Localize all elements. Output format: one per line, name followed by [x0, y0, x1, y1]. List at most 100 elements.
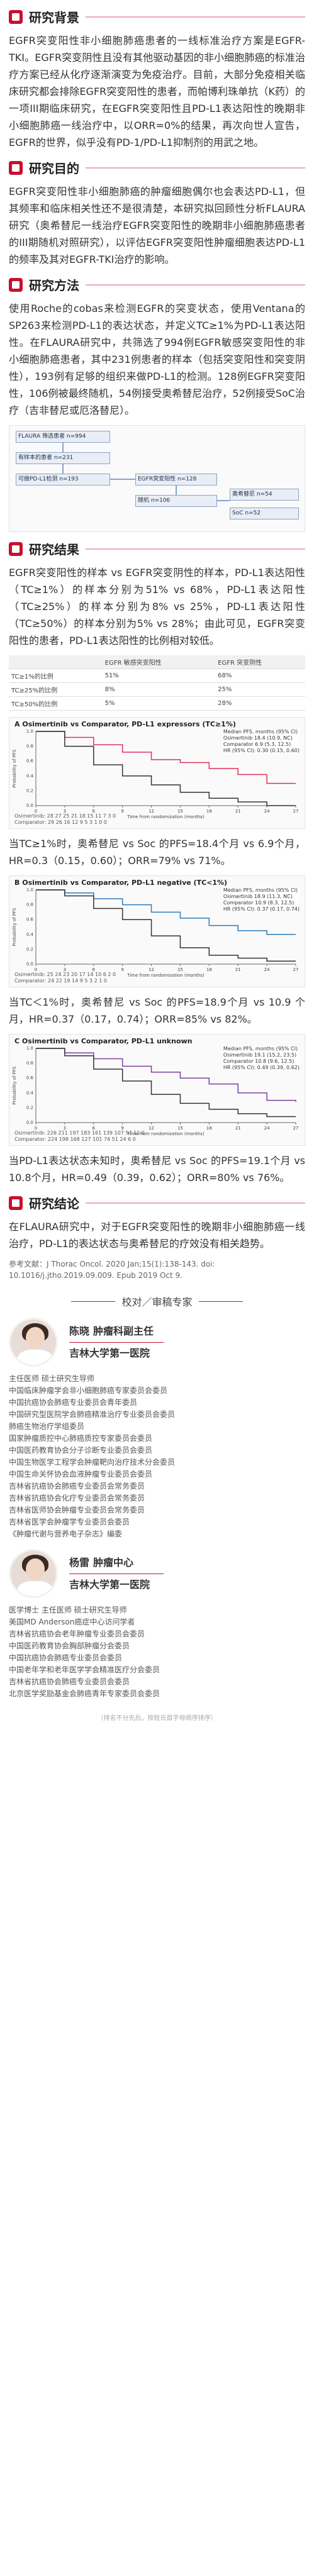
table-header-row: EGFR 敏感突变阳性 EGFR 突变阴性	[9, 655, 305, 669]
table-cell: 5%	[102, 696, 216, 711]
conclusion-text: 在FLAURA研究中，对于EGFR突变阳性的晚期非小细胞肺癌一线治疗，PD-L1…	[9, 1221, 305, 1250]
flow-box: 随机 n=106	[135, 495, 217, 507]
x-tick-label: 12	[149, 809, 154, 814]
section-header: 研究结论	[9, 1194, 305, 1212]
table-header-cell: EGFR 敏感突变阳性	[102, 655, 216, 669]
x-tick-label: 6	[93, 809, 96, 814]
x-tick-label: 0	[35, 967, 37, 972]
y-tick-label: 0.0	[26, 1120, 33, 1125]
x-axis-label: Time from randomization (months)	[126, 814, 205, 819]
y-tick-label: 1.0	[26, 1046, 33, 1051]
section-divider	[86, 548, 305, 550]
name-underline	[69, 1341, 164, 1343]
section-marker-icon	[9, 1196, 23, 1210]
y-tick-label: 0.8	[26, 1061, 33, 1066]
section-divider	[86, 16, 305, 18]
section-marker-icon	[9, 277, 23, 292]
section-marker-icon	[9, 541, 23, 556]
reviewer-card: 陈晓 肿瘤科副主任 吉林大学第一医院	[9, 1318, 305, 1367]
section-title: 研究方法	[29, 278, 79, 293]
risk-table: Osimertinib: 28 27 25 21 18 15 11 7 3 0 …	[14, 813, 116, 825]
flow-box: 有样本的患者 n=231	[16, 452, 110, 464]
y-tick-label: 0.4	[26, 1091, 34, 1096]
flow-box: 可做PD-L1检测 n=193	[16, 474, 110, 486]
x-tick-label: 3	[64, 809, 66, 814]
y-tick-label: 0.2	[26, 1105, 33, 1110]
series-line-comparator	[36, 1048, 296, 1118]
section-purpose: 研究目的 EGFR突变阳性非小细胞肺癌的肿瘤细胞偶尔也会表达PD-L1，但其频率…	[0, 158, 314, 268]
reviewer-name: 陈晓 肿瘤科副主任	[69, 1324, 154, 1337]
section-title: 研究背景	[29, 10, 79, 25]
x-axis-label: Time from randomization (months)	[126, 973, 205, 978]
flow-box: SoC n=52	[230, 508, 299, 519]
chart-legend: Median PFS, months (95% CI) Osimertinib …	[223, 1046, 300, 1071]
table-cell: TC≥25%的比例	[9, 682, 103, 697]
section-marker-icon	[9, 160, 23, 175]
table-row: TC≥50%的比例 5% 28%	[9, 696, 305, 711]
x-tick-label: 24	[264, 1126, 270, 1131]
table-cell: 28%	[215, 696, 305, 711]
section-divider	[86, 167, 305, 169]
reviewer-name: 杨雷 肿瘤中心	[69, 1556, 134, 1568]
section-results: 研究结果 EGFR突变阳性的样本 vs EGFR突变阴性的样本，PD-L1表达阳…	[0, 540, 314, 1186]
y-tick-label: 0.4	[26, 932, 34, 937]
footnote: （排名不分先后，按姓氏首字母顺序排序）	[97, 1715, 217, 1722]
section-header: 研究目的	[9, 158, 305, 177]
flow-box: 奥希替尼 n=54	[230, 489, 299, 501]
x-tick-label: 9	[121, 1126, 123, 1131]
table-cell: 68%	[215, 669, 305, 683]
section-divider	[86, 1202, 305, 1204]
flow-box: EGFR突变阳性 n=128	[135, 474, 217, 486]
x-tick-label: 24	[264, 809, 270, 814]
y-tick-label: 1.0	[26, 887, 33, 892]
series-line-osimertinib	[36, 889, 296, 935]
x-tick-label: 24	[264, 967, 270, 972]
series-line-comparator	[36, 731, 296, 806]
x-tick-label: 15	[177, 809, 183, 814]
avatar	[9, 1549, 58, 1598]
series-line-comparator	[36, 889, 296, 962]
reviewer-affiliation: 吉林大学第一医院	[69, 1578, 150, 1591]
chart-title: A Osimertinib vs Comparator, PD-L1 expre…	[14, 720, 236, 728]
y-axis-label: Probability of PFS	[12, 908, 17, 946]
flow-arrow	[176, 485, 177, 495]
x-tick-label: 3	[64, 967, 66, 972]
x-tick-label: 27	[293, 809, 299, 814]
chart-title: B Osimertinib vs Comparator, PD-L1 negat…	[14, 879, 228, 887]
table-cell: 51%	[102, 669, 216, 683]
reviewer-card: 杨雷 肿瘤中心 吉林大学第一医院	[9, 1549, 305, 1598]
chart-legend: Median PFS, months (95% CI) Osimertinib …	[223, 887, 300, 913]
avatar	[9, 1318, 58, 1367]
x-tick-label: 12	[149, 1126, 154, 1131]
section-title: 研究结果	[29, 542, 79, 557]
y-tick-label: 0.6	[26, 1075, 34, 1080]
x-tick-label: 27	[293, 967, 299, 972]
km-plot-b: 0 3 6 9 12 15 18 21 24 27 0.0 0.2 0.4 0.6 0.8 1.0 Time f…	[12, 887, 299, 978]
series-line-osimertinib	[36, 1048, 296, 1102]
study-flowchart: FLAURA 筛选患者 n=994 有样本的患者 n=231 可做PD-L1检测…	[9, 425, 305, 532]
heading-line	[198, 1301, 243, 1302]
flow-box: FLAURA 筛选患者 n=994	[16, 431, 110, 443]
reviewer-affiliation: 吉林大学第一医院	[69, 1346, 150, 1359]
y-tick-label: 0.8	[26, 902, 33, 908]
x-tick-label: 18	[206, 809, 212, 814]
table-cell: 25%	[215, 682, 305, 697]
reviewer-heading: 校对／审稿专家	[9, 1294, 305, 1309]
background-text: EGFR突变阳性非小细胞肺癌患者的一线标准治疗方案是EGFR-TKI。EGFR突…	[9, 35, 305, 148]
km-chart-b: B Osimertinib vs Comparator, PD-L1 negat…	[9, 875, 305, 987]
table-row: TC≥1%的比例 51% 68%	[9, 669, 305, 683]
table-header-cell	[9, 655, 103, 669]
y-axis-label: Probability of PFS	[12, 1066, 17, 1104]
results-text-4: 当PD-L1表达状态未知时，奥希替尼 vs Soc 的PFS=19.1个月 vs…	[9, 1155, 305, 1184]
x-tick-label: 21	[235, 967, 241, 972]
y-tick-label: 0.8	[26, 744, 33, 749]
km-chart-a: A Osimertinib vs Comparator, PD-L1 expre…	[9, 717, 305, 829]
risk-table: Osimertinib: 25 24 23 20 17 14 10 6 2 0 …	[14, 972, 116, 984]
table-cell: 8%	[102, 682, 216, 697]
table-cell: TC≥1%的比例	[9, 669, 103, 683]
chart-legend: Median PFS, months (95% CI) Osimertinib …	[223, 729, 300, 754]
y-tick-label: 1.0	[26, 729, 33, 734]
x-tick-label: 6	[93, 1126, 96, 1131]
series-line-osimertinib	[36, 731, 296, 784]
